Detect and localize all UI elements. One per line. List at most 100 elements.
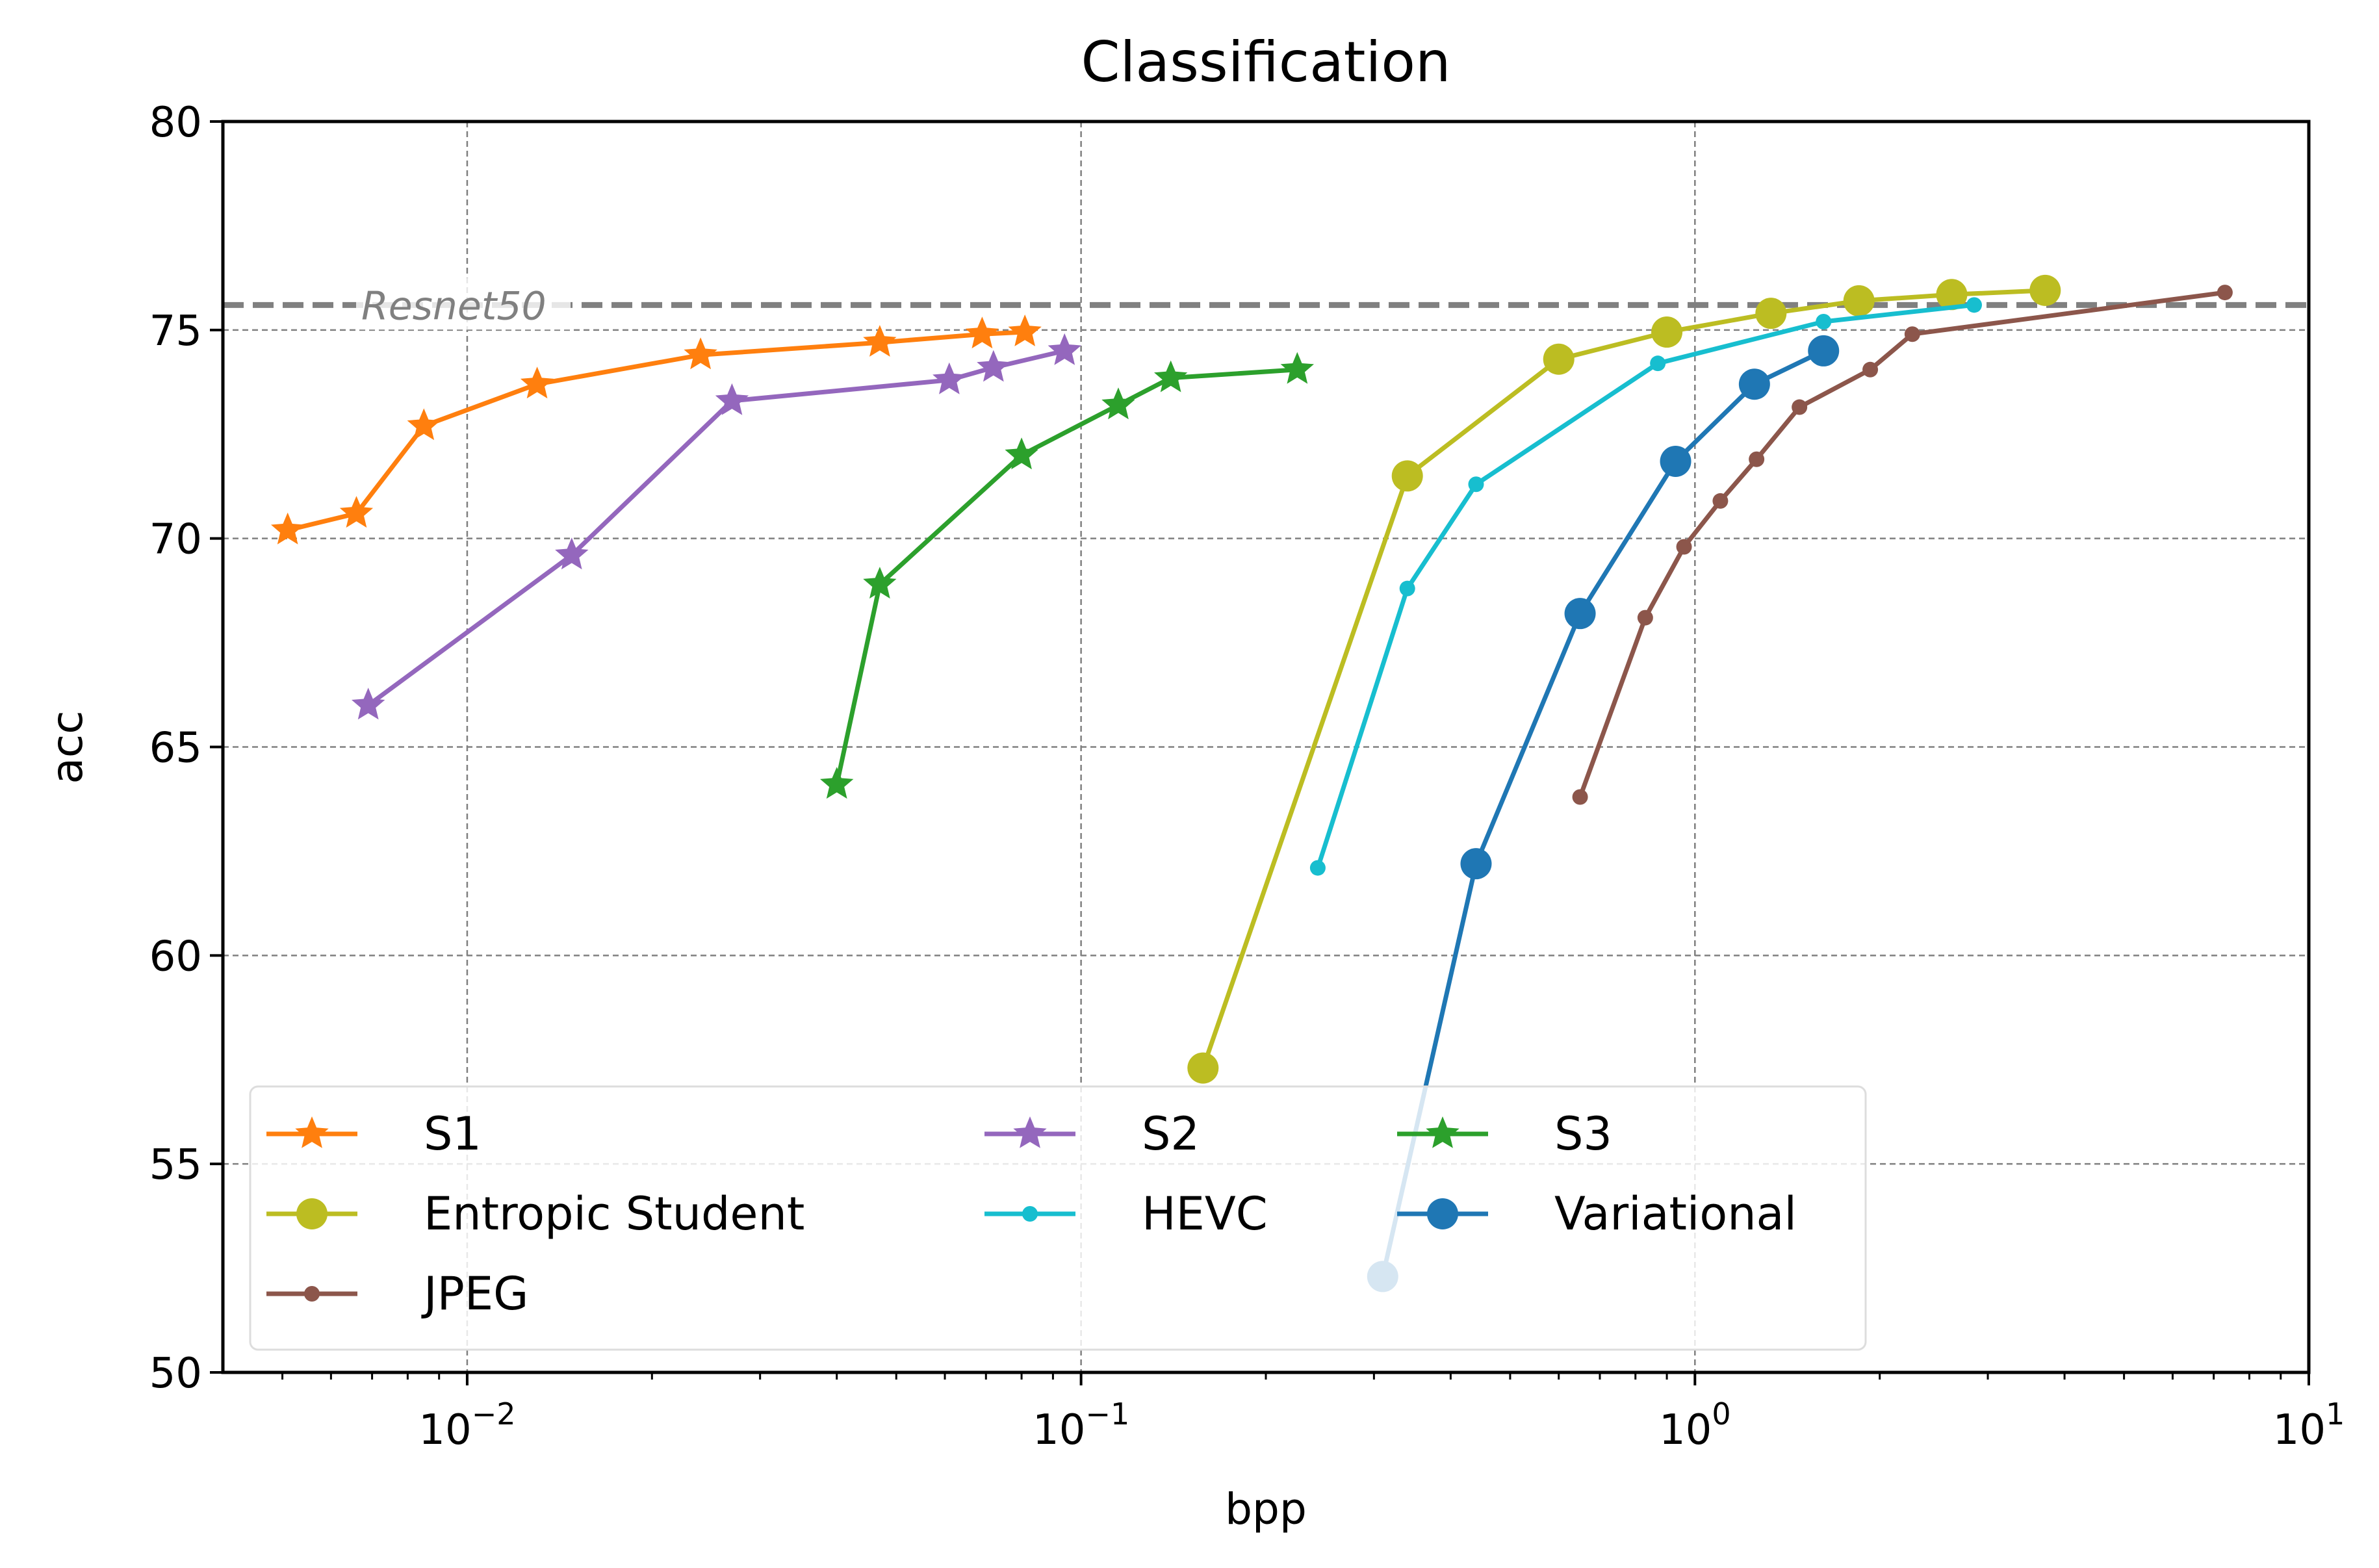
x-axis-label: bpp bbox=[1225, 1484, 1307, 1534]
reference-label-box bbox=[356, 277, 571, 330]
data-point-hevc bbox=[1309, 860, 1326, 876]
data-point-jpeg bbox=[1676, 539, 1692, 555]
data-point-entropic-student bbox=[1543, 343, 1575, 375]
data-point-variational bbox=[1460, 848, 1492, 880]
series-s2 bbox=[352, 333, 1081, 720]
x-tick-exponent: −2 bbox=[472, 1396, 516, 1432]
data-point-s2 bbox=[977, 350, 1010, 382]
legend-marker-s3 bbox=[1426, 1116, 1460, 1148]
data-point-s1 bbox=[339, 496, 374, 528]
data-point-s3 bbox=[1280, 352, 1314, 384]
data-point-s2 bbox=[352, 688, 385, 720]
data-point-jpeg bbox=[1749, 451, 1765, 467]
data-point-entropic-student bbox=[2029, 274, 2061, 306]
x-tick-label: 100 bbox=[1659, 1396, 1731, 1454]
data-point-s3 bbox=[1154, 360, 1188, 392]
x-tick-base: 10 bbox=[1659, 1406, 1712, 1454]
y-tick-label: 75 bbox=[149, 307, 202, 355]
data-point-s1 bbox=[863, 325, 897, 357]
legend-box bbox=[249, 1085, 1867, 1351]
x-tick-base: 10 bbox=[2273, 1406, 2326, 1454]
x-tick-label: 101 bbox=[2273, 1396, 2345, 1454]
data-point-hevc bbox=[1399, 580, 1415, 597]
data-point-s2 bbox=[715, 383, 749, 415]
data-point-entropic-student bbox=[1755, 298, 1787, 329]
data-point-jpeg bbox=[2217, 285, 2233, 301]
data-point-s3 bbox=[863, 567, 897, 599]
data-point-jpeg bbox=[1637, 610, 1653, 626]
legend-label-hevc: HEVC bbox=[1142, 1187, 1268, 1240]
x-tick-exponent: 1 bbox=[2326, 1396, 2345, 1432]
data-point-entropic-student bbox=[1187, 1052, 1219, 1084]
series-s1 bbox=[271, 315, 1042, 545]
data-point-jpeg bbox=[1862, 361, 1879, 378]
y-tick-label: 50 bbox=[149, 1350, 202, 1398]
legend-marker-jpeg bbox=[304, 1286, 320, 1302]
legend-label-entropic-student: Entropic Student bbox=[424, 1187, 804, 1240]
x-tick-label: 10−2 bbox=[418, 1396, 515, 1454]
legend-label-s2: S2 bbox=[1142, 1107, 1200, 1161]
series-s3 bbox=[820, 352, 1314, 799]
data-point-variational bbox=[1738, 368, 1770, 400]
x-tick-exponent: 0 bbox=[1712, 1396, 1730, 1432]
legend-marker-hevc bbox=[1022, 1206, 1038, 1222]
data-point-s3 bbox=[820, 767, 854, 799]
series-group bbox=[271, 274, 2233, 1292]
data-point-entropic-student bbox=[1651, 316, 1683, 348]
data-point-jpeg bbox=[1904, 326, 1920, 342]
legend-entry-s2: S2 bbox=[984, 1107, 1200, 1161]
y-tick-label: 65 bbox=[149, 725, 202, 773]
data-point-variational bbox=[1660, 445, 1691, 477]
legend-label-s1: S1 bbox=[424, 1107, 482, 1161]
data-point-jpeg bbox=[1572, 789, 1588, 805]
data-point-s3 bbox=[1101, 387, 1135, 420]
chart-title: Classification bbox=[1081, 30, 1450, 95]
data-point-s1 bbox=[271, 512, 305, 545]
series-line-s1 bbox=[285, 329, 1027, 533]
y-tick-label: 55 bbox=[149, 1141, 202, 1189]
series-jpeg bbox=[1572, 285, 2233, 805]
data-point-hevc bbox=[1966, 297, 1982, 313]
legend-entry-s1: S1 bbox=[266, 1107, 482, 1161]
y-tick-label: 70 bbox=[149, 516, 202, 564]
y-tick-label: 80 bbox=[149, 99, 202, 147]
legend-entry-variational: Variational bbox=[1397, 1187, 1797, 1240]
data-point-s2 bbox=[1048, 333, 1081, 365]
legend-marker-variational bbox=[1427, 1198, 1458, 1229]
data-point-entropic-student bbox=[1391, 460, 1423, 492]
x-tick-label: 10−1 bbox=[1033, 1396, 1129, 1454]
x-tick-base: 10 bbox=[418, 1406, 471, 1454]
data-point-variational bbox=[1564, 598, 1596, 630]
x-tick-exponent: −1 bbox=[1085, 1396, 1129, 1432]
data-point-s2 bbox=[932, 362, 966, 394]
series-entropic-student bbox=[1187, 274, 2061, 1084]
y-axis-label: acc bbox=[42, 710, 92, 784]
legend-entry-jpeg: JPEG bbox=[266, 1267, 528, 1320]
y-tick-label: 60 bbox=[149, 932, 202, 981]
data-point-s1 bbox=[407, 408, 441, 441]
data-point-s2 bbox=[555, 537, 589, 570]
legend-label-s3: S3 bbox=[1554, 1107, 1612, 1161]
data-point-entropic-student bbox=[1936, 279, 1968, 311]
series-hevc bbox=[1309, 297, 1982, 876]
data-point-variational bbox=[1808, 335, 1840, 366]
series-line-s3 bbox=[834, 367, 1300, 787]
x-tick-base: 10 bbox=[1033, 1406, 1085, 1454]
data-point-s3 bbox=[1005, 437, 1038, 470]
legend: S1 S2 S3 Entropic Student HEVC Variational JPE… bbox=[249, 1085, 1867, 1351]
reference-line-label: Resnet50 bbox=[361, 283, 547, 329]
data-point-hevc bbox=[1650, 355, 1666, 372]
legend-marker-s1 bbox=[295, 1116, 329, 1148]
legend-marker-s2 bbox=[1013, 1116, 1047, 1148]
legend-label-variational: Variational bbox=[1554, 1187, 1797, 1240]
data-point-jpeg bbox=[1792, 399, 1808, 415]
legend-marker-entropic-student bbox=[296, 1198, 328, 1229]
legend-entry-hevc: HEVC bbox=[984, 1187, 1268, 1240]
data-point-s1 bbox=[520, 366, 554, 399]
data-point-hevc bbox=[1468, 476, 1484, 493]
data-point-entropic-student bbox=[1843, 285, 1875, 316]
legend-entry-s3: S3 bbox=[1397, 1107, 1612, 1161]
legend-label-jpeg: JPEG bbox=[421, 1267, 528, 1320]
